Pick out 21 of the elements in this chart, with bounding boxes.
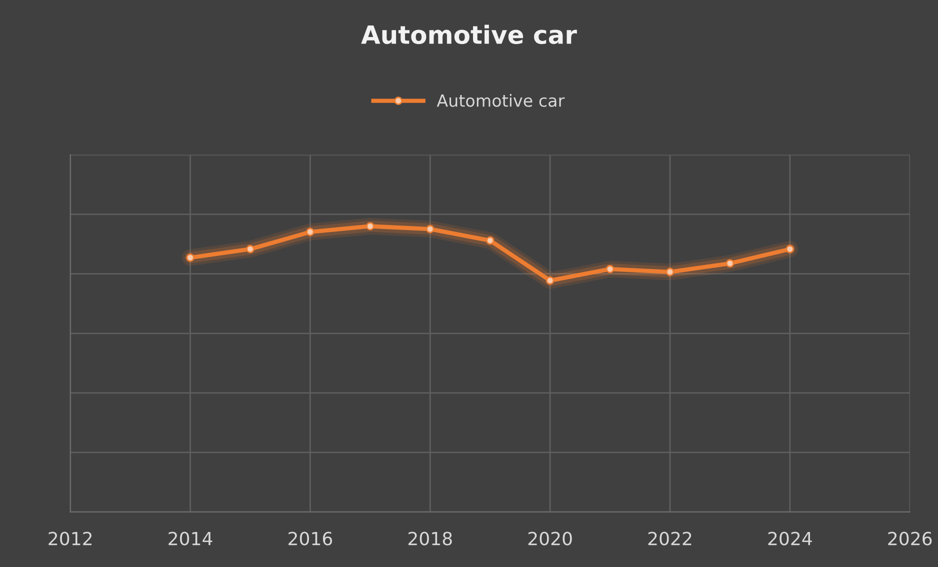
x-tick-label: 2022 bbox=[648, 532, 692, 546]
x-tick-label: 2024 bbox=[768, 532, 812, 546]
point bbox=[486, 236, 494, 245]
x-tick-label: 2020 bbox=[528, 532, 572, 546]
point bbox=[546, 276, 554, 285]
x-tick-label: 2016 bbox=[288, 532, 332, 546]
legend-label: Automotive car bbox=[436, 94, 565, 107]
point bbox=[246, 244, 254, 254]
point bbox=[666, 268, 674, 276]
x-tick-label: 2014 bbox=[168, 532, 212, 546]
x-tick-label: 2012 bbox=[48, 532, 92, 546]
point bbox=[426, 224, 434, 234]
point bbox=[306, 228, 314, 236]
point bbox=[186, 254, 194, 262]
point bbox=[366, 222, 374, 230]
point bbox=[606, 264, 614, 274]
x-tick-label: 2018 bbox=[408, 532, 452, 546]
x-tick-label: 2026 bbox=[888, 532, 932, 546]
point bbox=[726, 259, 734, 268]
chart-title: Automotive car bbox=[361, 24, 577, 44]
point bbox=[786, 244, 794, 254]
